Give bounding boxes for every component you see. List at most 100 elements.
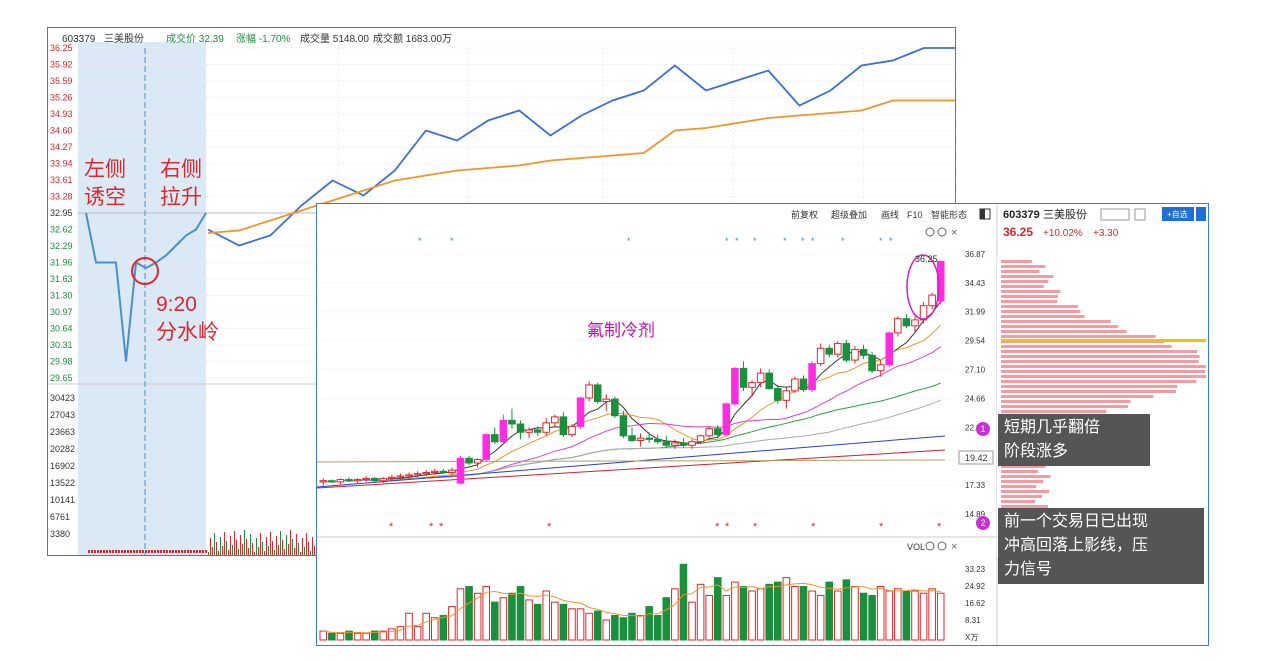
candle-body (551, 416, 559, 424)
red-signal-marker: * (389, 521, 394, 533)
volume-profile-bar (1001, 410, 1107, 413)
auction-volume-bar (187, 550, 189, 553)
auction-volume-bar (193, 550, 195, 553)
chevron-down-icon[interactable] (1196, 207, 1206, 221)
candle-body (525, 429, 533, 433)
kline-volume-bar (593, 610, 602, 641)
quote-search-box[interactable] (1100, 208, 1130, 221)
candle-body (868, 354, 876, 372)
kline-volume-bar (722, 594, 731, 641)
kline-volume-bar (919, 592, 928, 641)
toolbar-pattern[interactable]: 智能形态 (931, 209, 967, 220)
alert-icon[interactable] (1134, 208, 1146, 221)
volume-profile-bar (1001, 480, 1044, 483)
candle-body (696, 435, 705, 443)
signal-marker: * (450, 236, 454, 246)
toolbar-f10[interactable]: F10 (907, 210, 923, 220)
volume-profile-bar (1001, 315, 1085, 318)
note-time: 9:20 分水岭 (156, 293, 219, 344)
settings-icon[interactable] (925, 227, 935, 237)
price-tick: 30.31 (50, 340, 73, 350)
volume-bar (294, 548, 295, 555)
kline-volume-bar (756, 588, 765, 641)
price-tick: 33.94 (50, 159, 73, 169)
candle-body (379, 477, 388, 482)
auction-volume-bar (196, 550, 198, 553)
volume-profile-bar (1001, 400, 1131, 403)
volume-bar (250, 534, 251, 555)
auction-volume-bar (100, 550, 102, 553)
red-signal-marker: * (811, 521, 816, 533)
toolbar-overlay[interactable]: 超级叠加 (831, 209, 867, 220)
volume-profile-bar (1001, 470, 1038, 473)
kline-volume-bar (525, 599, 533, 641)
volume-profile-bar (1001, 320, 1111, 323)
kline-price-tick: 34.43 (965, 279, 986, 288)
volume-profile-bar (1001, 380, 1197, 383)
quote-code: 603379 (1003, 209, 1040, 221)
volume-bar (242, 544, 243, 555)
auction-line (85, 212, 207, 362)
price-tick: 29.65 (50, 373, 73, 383)
volume-bar (248, 548, 249, 555)
auction-volume-bar (154, 550, 156, 553)
kline-volume-bar (825, 581, 834, 641)
candle-body (448, 469, 456, 473)
kline-volume-bar (911, 590, 919, 641)
volume-label: 成交量 5148.00 (300, 32, 369, 45)
kline-volume-bar (653, 615, 662, 641)
volume-profile-bar (1001, 295, 1058, 298)
ma-long-line (317, 459, 946, 463)
vol-settings-icon[interactable] (925, 541, 935, 551)
kline-volume-tick: 16.62 (965, 599, 986, 608)
volume-profile-bar (1001, 265, 1046, 268)
volume-profile-bar (1001, 310, 1081, 313)
toolbar-draw[interactable]: 画线 (881, 209, 899, 220)
candle-body (825, 347, 834, 355)
panel-toggle-icon-fill (980, 209, 985, 219)
candle-body (585, 384, 593, 399)
quote-name: 三美股份 (1043, 208, 1087, 221)
volume-tick: 10141 (50, 495, 75, 505)
kline-volume-bar (551, 601, 559, 641)
candle-body (671, 442, 679, 446)
annotation-1-text: 短期几乎翻倍 阶段涨多 (998, 414, 1150, 466)
vol-help-icon[interactable] (937, 541, 947, 551)
candle-body (782, 390, 791, 401)
volume-bar (292, 539, 293, 555)
add-watchlist-button[interactable] (1162, 207, 1194, 221)
auction-volume-bar (106, 550, 108, 553)
note-right: 右侧拉升 (160, 158, 202, 209)
volume-tick: 27043 (50, 410, 75, 420)
kline-volume-bar (345, 630, 353, 641)
volume-bar (312, 537, 313, 555)
auction-volume-bar (112, 550, 114, 553)
auction-volume-bar (127, 550, 129, 553)
volume-tick: 30423 (50, 393, 75, 403)
vol-close-icon[interactable]: × (951, 541, 957, 553)
candle-body (791, 378, 799, 392)
candle-body (353, 479, 362, 482)
toolbar-fuquan[interactable]: 前复权 (791, 209, 818, 220)
price-tick: 30.97 (50, 307, 73, 317)
candle-body (628, 435, 636, 442)
close-icon[interactable]: × (951, 227, 957, 239)
candle-body (362, 477, 370, 481)
candle-body (731, 367, 739, 405)
stock-name: 三美股份 (104, 32, 144, 45)
vol-label: VOL (907, 542, 925, 552)
volume-profile-bar (1001, 385, 1178, 388)
kline-volume-bar (448, 606, 456, 641)
red-signal-marker: * (439, 521, 444, 533)
kline-price-tick: 22.21 (965, 423, 986, 432)
auction-volume-bar (133, 550, 135, 553)
price-tick: 30.64 (50, 324, 73, 334)
help-icon[interactable] (937, 227, 947, 237)
candle-body (816, 347, 825, 365)
auction-volume-bar (130, 550, 132, 553)
volume-ma-line (323, 582, 941, 634)
kline-volume-bar (611, 615, 619, 641)
kline-volume-bar (559, 603, 568, 641)
volume-profile-bar (1001, 370, 1206, 373)
current-price-tag-text: 19.42 (965, 453, 988, 463)
